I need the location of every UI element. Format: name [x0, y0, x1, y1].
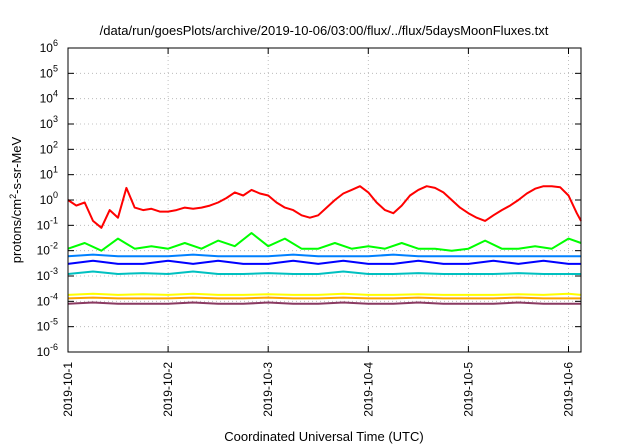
- y-tick-label: 104: [40, 89, 58, 106]
- y-tick-base: 10: [37, 320, 51, 334]
- x-tick-label: 2019-10-5: [461, 362, 475, 417]
- x-tick-label: 2019-10-6: [561, 362, 575, 417]
- y-tick-label: 106: [40, 38, 58, 55]
- x-tick-labels: 2019-10-1 2019-10-2 2019-10-3 2019-10-4 2019…: [61, 362, 575, 417]
- y-tick-base: 10: [40, 41, 54, 55]
- y-tick-exponent: -4: [50, 291, 58, 301]
- y-tick-label: 10-2: [37, 241, 58, 258]
- y-axis-label-suffix: -s-sr-MeV: [9, 136, 24, 193]
- y-tick-base: 10: [40, 66, 54, 80]
- y-tick-base: 10: [37, 218, 51, 232]
- y-tick-label: 100: [40, 190, 58, 207]
- y-tick-base: 10: [37, 294, 51, 308]
- y-tick-exponent: 5: [53, 63, 58, 73]
- y-tick-exponent: -5: [50, 317, 58, 327]
- series-line-8: [67, 301, 581, 305]
- y-tick-exponent: -2: [50, 241, 58, 251]
- y-tick-base: 10: [40, 117, 54, 131]
- series-line-6: [67, 292, 582, 296]
- y-tick-exponent: 4: [53, 89, 58, 99]
- series-line-4: [67, 259, 581, 265]
- y-tick-base: 10: [37, 345, 51, 359]
- y-tick-labels: 10610510410310210110010-110-210-310-410-…: [37, 38, 58, 359]
- x-tick-label: 2019-10-3: [261, 362, 275, 417]
- x-tick-label: 2019-10-4: [361, 362, 375, 417]
- series-line-5: [67, 270, 581, 275]
- series-line-1: [67, 185, 582, 229]
- y-tick-base: 10: [37, 244, 51, 258]
- y-tick-exponent: -3: [50, 266, 58, 276]
- y-tick-base: 10: [40, 142, 54, 156]
- y-tick-label: 101: [40, 165, 58, 182]
- y-axis-label: protons/cm2-s-sr-MeV: [8, 136, 24, 263]
- y-axis-label-superscript: 2: [8, 194, 18, 199]
- series-line-7: [67, 296, 581, 300]
- y-tick-exponent: 3: [53, 114, 58, 124]
- y-tick-base: 10: [40, 193, 54, 207]
- y-tick-base: 10: [40, 92, 54, 106]
- y-tick-label: 102: [40, 139, 58, 156]
- y-tick-label: 103: [40, 114, 58, 131]
- x-tick-label: 2019-10-1: [61, 362, 75, 417]
- x-axis-label: Coordinated Universal Time (UTC): [224, 429, 423, 444]
- plot-border: [67, 47, 582, 353]
- y-tick-exponent: -1: [50, 215, 58, 225]
- y-tick-base: 10: [40, 168, 54, 182]
- y-tick-exponent: -6: [50, 342, 58, 352]
- y-tick-exponent: 6: [53, 38, 58, 48]
- y-axis-label-main: protons/cm: [9, 199, 24, 263]
- chart-title: /data/run/goesPlots/archive/2019-10-06/0…: [100, 23, 549, 38]
- y-tick-exponent: 0: [53, 190, 58, 200]
- y-tick-label: 10-6: [37, 342, 58, 359]
- y-tick-label: 105: [40, 63, 58, 80]
- y-tick-base: 10: [37, 269, 51, 283]
- y-tick-label: 10-3: [37, 266, 58, 283]
- series-line-2: [67, 232, 582, 252]
- y-tick-label: 10-1: [37, 215, 58, 232]
- y-tick-label: 10-5: [37, 317, 58, 334]
- series-line-3: [67, 253, 581, 258]
- series-lines: [67, 185, 582, 305]
- y-tick-label: 10-4: [37, 291, 58, 308]
- y-tick-exponent: 1: [53, 165, 58, 175]
- y-tick-exponent: 2: [53, 139, 58, 149]
- grid-lines: [67, 48, 581, 352]
- plot-frame: [67, 47, 582, 353]
- x-tick-label: 2019-10-2: [161, 362, 175, 417]
